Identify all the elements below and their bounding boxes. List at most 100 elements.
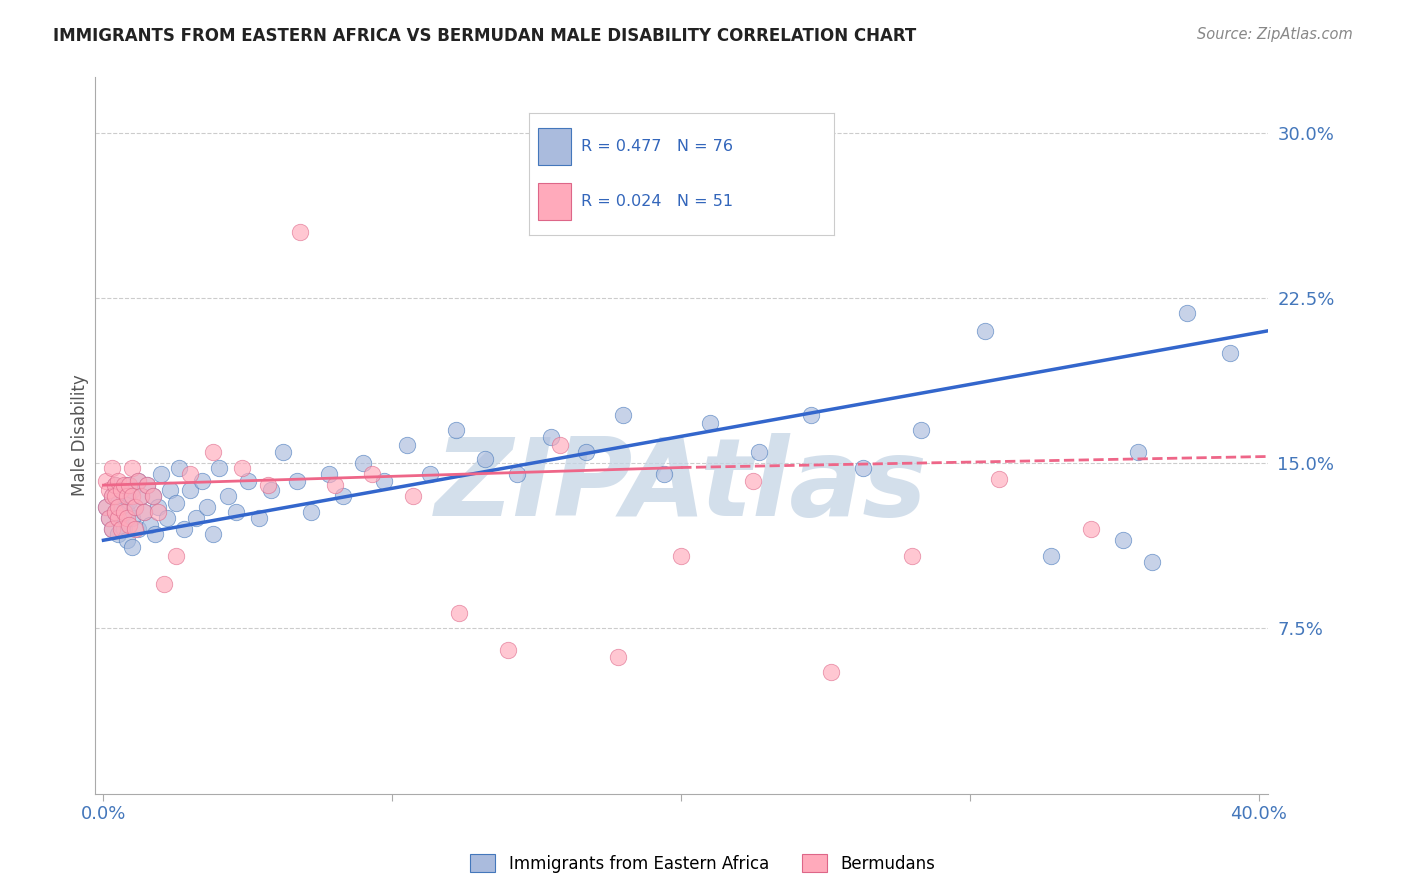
Point [150,467,173,482]
Point [540,430,562,444]
Text: ZIPAtlas: ZIPAtlas [434,433,928,539]
Point [165,496,187,510]
Y-axis label: Male Disability: Male Disability [72,375,89,497]
Point [231,460,253,475]
Point [742,474,765,488]
Legend: Immigrants from Eastern Africa, Bermudans: Immigrants from Eastern Africa, Bermudan… [464,847,942,880]
Point [1080,522,1102,536]
Point [1140,555,1163,569]
Point [110,483,132,497]
Point [474,451,496,466]
Point [167,460,190,475]
Text: IMMIGRANTS FROM EASTERN AFRICA VS BERMUDAN MALE DISABILITY CORRELATION CHART: IMMIGRANTS FROM EASTERN AFRICA VS BERMUD… [53,27,917,45]
Point [118,517,141,532]
Point [107,511,129,525]
Point [107,496,129,510]
Point [127,474,149,488]
Point [1126,445,1149,459]
Point [98,483,121,497]
Point [98,511,121,525]
Point [101,489,124,503]
Point [104,505,127,519]
Point [447,606,470,620]
Point [107,511,129,525]
Point [121,489,143,503]
Point [124,500,146,515]
Point [159,483,181,497]
Point [98,511,121,525]
Point [173,522,195,536]
Point [129,489,152,503]
Point [179,467,201,482]
Point [496,643,519,657]
Point [548,438,571,452]
Point [148,500,170,515]
Point [135,478,157,492]
Point [748,445,770,459]
Point [353,456,375,470]
Point [257,478,280,492]
Point [179,483,201,497]
Point [110,517,132,532]
Point [107,526,129,541]
Point [104,478,127,492]
Point [288,225,311,239]
Point [318,467,340,482]
Point [190,474,212,488]
Point [118,478,141,492]
Point [202,445,225,459]
Point [132,505,155,519]
Point [197,500,219,515]
Point [260,483,283,497]
Point [236,474,259,488]
Point [1112,533,1135,548]
Point [606,650,628,665]
Point [107,500,129,515]
Point [225,505,247,519]
Point [419,467,441,482]
Point [361,467,384,482]
Point [115,478,138,492]
Point [121,540,143,554]
Point [202,526,225,541]
Point [145,526,167,541]
Point [132,505,155,519]
Point [910,423,932,437]
Point [127,474,149,488]
Point [124,522,146,536]
Point [652,467,675,482]
Point [101,522,124,536]
Point [115,505,138,519]
Point [1175,306,1198,320]
Point [96,474,118,488]
Point [671,549,693,563]
Point [124,500,146,515]
Point [96,500,118,515]
Point [444,423,467,437]
Point [101,460,124,475]
Point [121,460,143,475]
Point [148,505,170,519]
Point [1219,346,1241,360]
Point [101,489,124,503]
Point [800,408,823,422]
Point [575,445,598,459]
Text: Source: ZipAtlas.com: Source: ZipAtlas.com [1197,27,1353,42]
Point [112,522,135,536]
Point [118,493,141,508]
Point [96,500,118,515]
Point [129,489,152,503]
Point [142,489,165,503]
Point [112,489,135,503]
Point [115,489,138,503]
Point [332,489,354,503]
Point [156,511,179,525]
Point [271,445,294,459]
Point [110,500,132,515]
Point [901,549,924,563]
Point [612,408,634,422]
Point [112,505,135,519]
Point [208,460,231,475]
Point [153,577,176,591]
Point [699,417,721,431]
